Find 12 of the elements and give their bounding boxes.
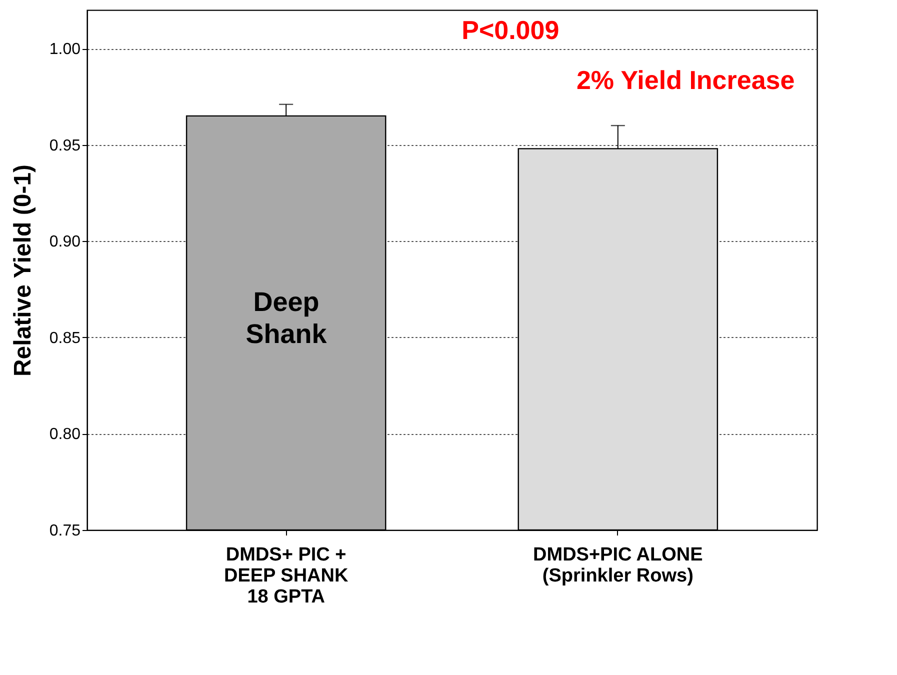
y-tick-label: 0.80	[49, 426, 81, 444]
annotation: 2% Yield Increase	[576, 65, 795, 95]
x-tick-label: DMDS+ PIC + DEEP SHANK 18 GPTA	[224, 544, 348, 608]
y-tick-label: 0.85	[49, 330, 81, 347]
annotation: P<0.009	[462, 15, 560, 45]
y-tick-label: 1.00	[49, 41, 81, 58]
y-axis-title: Relative Yield (0-1)	[9, 164, 36, 377]
y-tick-label: 0.75	[49, 522, 81, 540]
y-tick-label: 0.95	[49, 137, 81, 154]
annotation: Deep Shank	[246, 287, 328, 349]
x-tick-label: DMDS+PIC ALONE (Sprinkler Rows)	[533, 544, 703, 586]
y-tick-label: 0.90	[49, 234, 81, 251]
